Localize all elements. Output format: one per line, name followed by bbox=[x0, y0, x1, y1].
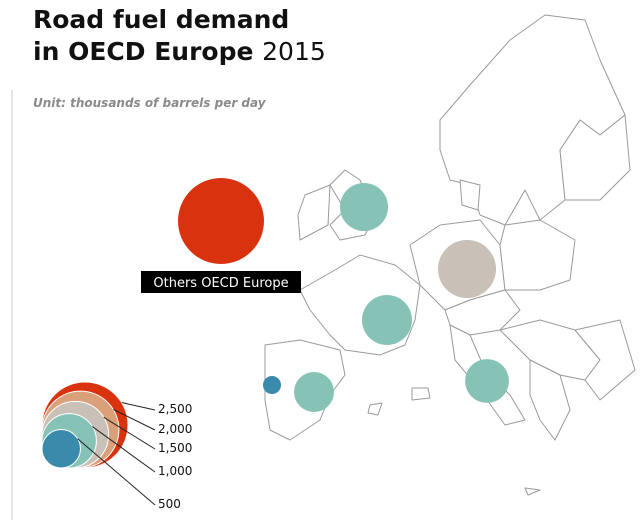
title-year: 2015 bbox=[262, 37, 326, 66]
bubble bbox=[339, 182, 389, 232]
legend-circle bbox=[41, 429, 81, 469]
leader-line bbox=[103, 416, 156, 450]
bubble bbox=[362, 295, 412, 345]
legend-label: 2,000 bbox=[158, 422, 192, 436]
legend-label: 1,500 bbox=[158, 441, 192, 455]
legend-label: 1,000 bbox=[158, 464, 192, 478]
bubble bbox=[437, 239, 497, 299]
leader-line bbox=[77, 438, 156, 506]
bubble bbox=[262, 375, 282, 395]
title-line2: in OECD Europe 2015 bbox=[33, 37, 326, 66]
bubble bbox=[294, 372, 334, 412]
legend-label: 500 bbox=[158, 497, 181, 511]
leader-line bbox=[92, 426, 156, 473]
bubble-label-text: Others OECD Europe bbox=[153, 276, 288, 291]
leader-line bbox=[113, 408, 156, 431]
bubble bbox=[178, 178, 264, 264]
leader-line bbox=[121, 402, 156, 411]
subtitle: Unit: thousands of barrels per day bbox=[33, 96, 267, 110]
label-bg bbox=[141, 271, 301, 293]
bubble-label: Others OECD Europe bbox=[141, 271, 301, 293]
title: Road fuel demand bbox=[33, 5, 289, 34]
bubble bbox=[465, 359, 509, 403]
legend-label: 2,500 bbox=[158, 402, 192, 416]
title-bold: in OECD Europe bbox=[33, 37, 253, 66]
